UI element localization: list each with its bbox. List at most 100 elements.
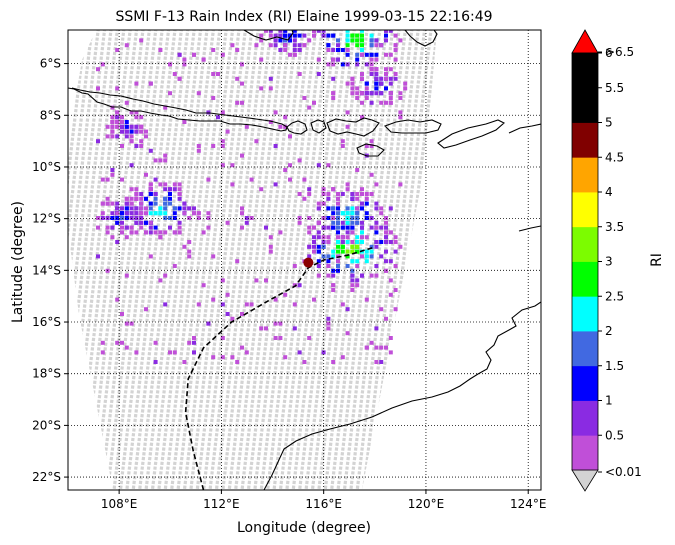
rain-pixel bbox=[148, 206, 153, 211]
rain-pixel bbox=[177, 196, 182, 201]
colorbar-tick-label: 1.5 bbox=[605, 359, 624, 373]
storm-track bbox=[184, 246, 376, 490]
rain-pixel bbox=[326, 43, 331, 48]
rain-pixel bbox=[345, 307, 350, 312]
rain-pixel bbox=[393, 235, 398, 240]
swath-column bbox=[93, 30, 152, 490]
rain-pixel bbox=[393, 48, 398, 52]
rain-pixel bbox=[336, 225, 340, 230]
rain-pixel bbox=[168, 201, 172, 206]
rain-pixel bbox=[139, 124, 144, 129]
rain-pixel bbox=[369, 172, 374, 177]
rain-pixel bbox=[350, 211, 355, 216]
rain-pixel bbox=[384, 345, 388, 350]
rain-pixel bbox=[240, 225, 244, 230]
rain-pixel bbox=[196, 91, 201, 96]
rain-pixel bbox=[379, 76, 384, 81]
rain-pixel bbox=[201, 57, 206, 62]
rain-pixel bbox=[124, 273, 129, 278]
swath-column bbox=[137, 30, 196, 490]
swath-column bbox=[131, 30, 190, 490]
rain-pixel bbox=[110, 172, 115, 177]
rain-pixel bbox=[124, 124, 129, 129]
swath-column bbox=[329, 30, 388, 490]
rain-pixel bbox=[369, 254, 374, 259]
rain-pixel bbox=[158, 48, 163, 52]
colorbar: <0.01 0.5 1 1.5 2 2.5 3 3.5 4 4.5 5 5.5 6>6.5 bbox=[571, 29, 642, 492]
rain-pixel bbox=[388, 91, 393, 96]
rain-pixel bbox=[307, 187, 312, 192]
colorbar-segment bbox=[572, 157, 598, 193]
rain-pixel bbox=[312, 100, 316, 105]
rain-pixel bbox=[364, 201, 369, 206]
rain-pixel bbox=[182, 360, 187, 364]
rain-pixel bbox=[120, 120, 124, 124]
rain-pixel bbox=[345, 81, 350, 86]
rain-pixel bbox=[350, 220, 355, 225]
rain-pixel bbox=[115, 86, 120, 91]
rain-pixel bbox=[355, 216, 360, 220]
rain-pixel bbox=[206, 177, 211, 182]
rain-pixel bbox=[326, 235, 331, 240]
rain-pixel bbox=[336, 264, 340, 268]
rain-pixel bbox=[187, 240, 192, 244]
rain-pixel bbox=[158, 158, 163, 163]
rain-pixel bbox=[292, 30, 297, 33]
rain-pixel bbox=[355, 96, 360, 100]
rain-pixel bbox=[196, 216, 201, 220]
rain-pixel bbox=[388, 76, 393, 81]
rain-pixel bbox=[148, 230, 153, 235]
swath-column bbox=[182, 30, 241, 490]
rain-pixel bbox=[384, 220, 388, 225]
rain-pixel bbox=[288, 38, 292, 43]
rain-pixel bbox=[163, 187, 168, 192]
rain-pixel bbox=[364, 86, 369, 91]
rain-pixel bbox=[278, 38, 283, 43]
swath-column bbox=[68, 30, 88, 490]
colorbar-segment bbox=[572, 435, 598, 471]
rain-pixel bbox=[240, 345, 244, 350]
rain-pixel bbox=[345, 38, 350, 43]
rain-pixel bbox=[379, 91, 384, 96]
rain-pixel bbox=[153, 230, 158, 235]
rain-pixel bbox=[110, 105, 115, 110]
rain-pixel bbox=[302, 196, 307, 201]
swath-column bbox=[233, 30, 292, 490]
rain-pixel bbox=[336, 268, 340, 273]
rain-pixel bbox=[364, 192, 369, 196]
rain-pixel bbox=[355, 43, 360, 48]
rain-pixel bbox=[148, 211, 153, 216]
rain-pixel bbox=[345, 235, 350, 240]
rain-pixel bbox=[264, 30, 268, 33]
rain-pixel bbox=[379, 211, 384, 216]
rain-pixel bbox=[388, 206, 393, 211]
rain-pixel bbox=[374, 67, 379, 72]
rain-pixel bbox=[177, 220, 182, 225]
rain-pixel bbox=[340, 192, 345, 196]
rain-pixel bbox=[192, 211, 196, 216]
rain-pixel bbox=[259, 57, 264, 62]
rain-pixel bbox=[360, 225, 364, 230]
rain-pixel bbox=[297, 192, 302, 196]
rain-pixel bbox=[273, 321, 278, 326]
rain-pixel bbox=[398, 182, 403, 187]
rain-pixel bbox=[364, 216, 369, 220]
rain-pixel bbox=[283, 48, 288, 52]
rain-pixel bbox=[350, 278, 355, 283]
rain-pixel bbox=[129, 196, 134, 201]
rain-pixel bbox=[350, 76, 355, 81]
rain-pixel bbox=[192, 336, 196, 340]
rain-pixel bbox=[345, 48, 350, 52]
rain-pixel bbox=[163, 302, 168, 307]
rain-pixel bbox=[350, 273, 355, 278]
rain-pixel bbox=[326, 163, 331, 168]
rain-pixel bbox=[312, 249, 316, 254]
rain-pixel bbox=[139, 129, 144, 134]
rain-pixel bbox=[115, 134, 120, 139]
rain-pixel bbox=[134, 129, 139, 134]
rain-pixel bbox=[345, 206, 350, 211]
rain-pixel bbox=[268, 33, 273, 38]
rain-pixel bbox=[355, 192, 360, 196]
rain-pixel bbox=[336, 201, 340, 206]
rain-pixel bbox=[153, 158, 158, 163]
